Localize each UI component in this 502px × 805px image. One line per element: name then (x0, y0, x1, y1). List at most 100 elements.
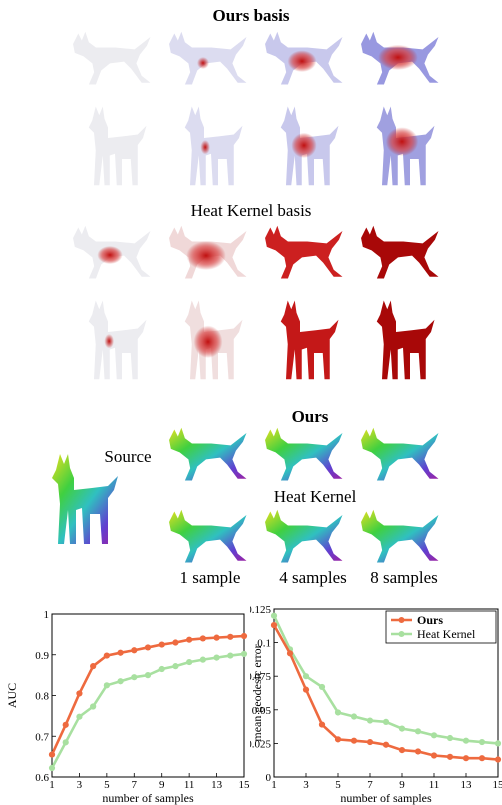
data-point (172, 663, 179, 670)
heat-kernel-correspondence-heading: Heat Kernel (273, 487, 357, 506)
x-tick-label: 15 (239, 779, 251, 791)
dog-heat-kernel-run-1 (66, 222, 154, 284)
data-point (350, 713, 358, 720)
data-point (478, 738, 486, 746)
y-tick-label: 0.8 (35, 691, 49, 703)
dog-ours-basis-run-3 (258, 28, 346, 90)
dog-heat-kernel-corr-1 (162, 506, 250, 568)
data-point (270, 622, 278, 629)
heat-kernel-basis-heading: Heat Kernel basis (190, 201, 312, 220)
dog-ours-corr-1 (162, 424, 250, 486)
data-point (213, 634, 220, 641)
data-point (103, 682, 110, 689)
data-point (318, 721, 326, 728)
y-tick-label: 0.7 (35, 731, 49, 743)
sample-label-4: 4 samples (279, 568, 347, 587)
x-tick-label: 7 (367, 779, 373, 791)
y-tick-label: 0.025 (250, 738, 272, 750)
data-point (478, 755, 486, 762)
source-label: Source (104, 447, 152, 466)
data-point (62, 739, 69, 746)
data-point (76, 713, 83, 720)
x-tick-label: 15 (493, 779, 502, 791)
data-point (131, 674, 138, 681)
sample-label-1: 1 sample (179, 568, 241, 587)
dog-ours-corr-8 (354, 424, 442, 486)
y-axis-label: AUC (5, 683, 19, 708)
data-point (76, 690, 83, 697)
data-point (144, 672, 152, 679)
charts-area: 1 3 5 7 9 11 13 15 0.6 0.7 0.8 0.9 1 number of sample… (0, 600, 502, 805)
data-point (414, 728, 422, 735)
data-point (90, 703, 97, 710)
data-point (302, 673, 310, 680)
dog-heat-kernel-stand-2 (176, 290, 246, 388)
data-point (117, 678, 124, 685)
x-tick-label: 5 (104, 779, 110, 791)
data-point (199, 635, 206, 642)
x-axis-label: number of samples (102, 791, 194, 805)
legend-swatch-marker (398, 631, 405, 637)
data-point (366, 738, 374, 746)
data-point (48, 764, 56, 772)
x-tick-label: 11 (429, 779, 440, 791)
x-tick-label: 11 (184, 779, 195, 791)
data-point (302, 686, 310, 693)
x-tick-label: 13 (211, 779, 223, 791)
y-tick-label: 0.05 (252, 705, 272, 717)
dog-heat-kernel-run-3 (258, 222, 346, 284)
legend-swatch-marker (398, 617, 405, 623)
dog-ours-basis-stand-3 (272, 96, 342, 194)
data-point (414, 748, 422, 755)
geodesic-error-chart: 1357911131500.0250.050.0750.10.125number… (250, 604, 502, 805)
data-point (318, 683, 326, 691)
data-point (494, 740, 502, 747)
data-point (462, 737, 470, 744)
data-point (398, 725, 406, 732)
data-point (334, 709, 342, 716)
dog-heat-kernel-corr-4 (258, 506, 346, 568)
data-point (382, 718, 390, 725)
y-axis-label: mean geodesic error (250, 644, 264, 741)
dog-ours-basis-run-2 (162, 28, 250, 90)
data-point (446, 734, 454, 742)
data-point (158, 641, 165, 648)
data-point (213, 654, 220, 661)
ours-correspondence-heading: Ours (291, 407, 329, 426)
legend-box (385, 610, 497, 644)
y-tick-label: 1 (44, 609, 50, 621)
dog-ours-basis-stand-1 (80, 96, 150, 194)
y-tick-label: 0.6 (35, 772, 49, 784)
data-point (117, 649, 124, 656)
series-line-1 (50, 652, 245, 769)
x-tick-label: 1 (271, 779, 277, 791)
dog-heat-kernel-run-2 (162, 222, 250, 284)
x-tick-label: 7 (132, 779, 138, 791)
data-point (350, 737, 358, 744)
data-point (430, 732, 438, 739)
data-point (227, 633, 234, 640)
x-tick-label: 1 (49, 779, 55, 791)
data-point (131, 647, 138, 654)
data-point (62, 721, 69, 728)
data-point (334, 736, 342, 743)
sample-label-8: 8 samples (370, 568, 438, 587)
data-point (48, 751, 56, 758)
data-point (462, 755, 470, 762)
dog-heat-kernel-run-4 (354, 222, 442, 284)
x-tick-label: 3 (303, 779, 309, 791)
dog-ours-basis-stand-2 (176, 96, 246, 194)
data-point (240, 650, 248, 658)
dog-heat-kernel-stand-4 (368, 290, 438, 388)
x-tick-label: 13 (461, 779, 473, 791)
data-point (90, 663, 97, 670)
data-point (286, 650, 294, 657)
dog-heat-kernel-stand-1 (80, 290, 150, 388)
x-tick-label: 5 (335, 779, 341, 791)
data-point (186, 658, 193, 666)
data-point (103, 652, 110, 659)
data-point (172, 639, 179, 646)
dog-ours-basis-run-1 (66, 28, 154, 90)
x-tick-label: 9 (159, 779, 165, 791)
